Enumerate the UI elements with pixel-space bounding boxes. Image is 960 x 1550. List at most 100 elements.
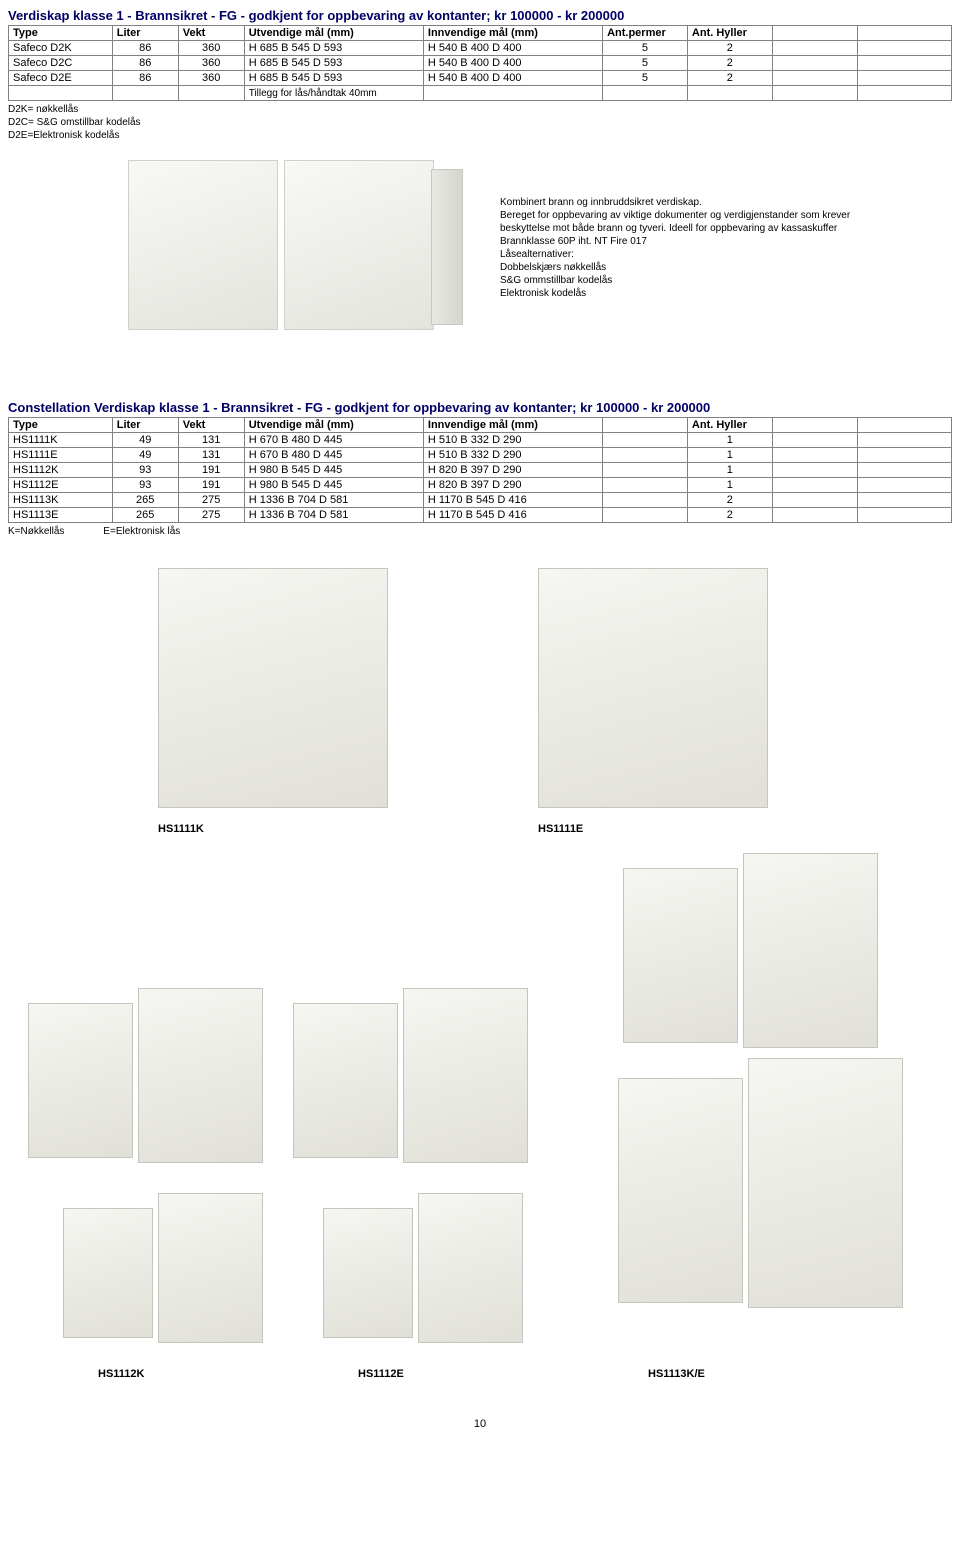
table-cell: 49: [112, 448, 178, 463]
table-cell: H 670 B 480 D 445: [244, 448, 423, 463]
safe-image: [293, 1003, 398, 1158]
table-cell: [423, 86, 602, 101]
table-cell: [857, 508, 951, 523]
table-cell: H 980 B 545 D 445: [244, 463, 423, 478]
table-row: Safeco D2K86360H 685 B 545 D 593H 540 B …: [9, 41, 952, 56]
table-cell: 1: [687, 448, 772, 463]
table-cell: 86: [112, 56, 178, 71]
table-cell: H 670 B 480 D 445: [244, 433, 423, 448]
col-hyller: Ant. Hyller: [687, 418, 772, 433]
table-cell: 2: [687, 56, 772, 71]
table-cell: H 685 B 545 D 593: [244, 41, 423, 56]
table-cell: 1: [687, 463, 772, 478]
table-row: HS1111K49131H 670 B 480 D 445H 510 B 332…: [9, 433, 952, 448]
table-cell: 275: [178, 493, 244, 508]
col-inn: Innvendige mål (mm): [423, 418, 602, 433]
table-cell: 360: [178, 41, 244, 56]
col-vekt: Vekt: [178, 418, 244, 433]
table-cell: [857, 41, 951, 56]
section1-desc: Kombinert brann og innbruddsikret verdis…: [500, 196, 850, 300]
col-inn: Innvendige mål (mm): [423, 26, 602, 41]
table-cell: 49: [112, 433, 178, 448]
table-cell: HS1112K: [9, 463, 113, 478]
table-cell: 93: [112, 463, 178, 478]
table-cell: [857, 463, 951, 478]
table-cell: H 1170 B 545 D 416: [423, 508, 602, 523]
table-cell: 1: [687, 478, 772, 493]
table-cell: [112, 86, 178, 101]
table-cell: [772, 478, 857, 493]
table-cell: [772, 71, 857, 86]
safe-image-hs1111k: [158, 568, 388, 808]
table-cell: 2: [687, 71, 772, 86]
table-cell: 131: [178, 433, 244, 448]
table-cell: HS1111K: [9, 433, 113, 448]
table-cell: 265: [112, 508, 178, 523]
safe-image: [63, 1208, 153, 1338]
safe-image: [418, 1193, 523, 1343]
table-cell: H 820 B 397 D 290: [423, 478, 602, 493]
col-utv: Utvendige mål (mm): [244, 26, 423, 41]
table-cell: HS1113E: [9, 508, 113, 523]
section1-title: Verdiskap klasse 1 - Brannsikret - FG - …: [8, 8, 952, 23]
table-cell: [603, 463, 688, 478]
section2: Constellation Verdiskap klasse 1 - Brann…: [8, 400, 952, 1408]
table-cell: 191: [178, 478, 244, 493]
col-hyller: Ant. Hyller: [687, 26, 772, 41]
table-cell: [857, 433, 951, 448]
table-cell: [772, 493, 857, 508]
desc-line: Dobbelskjærs nøkkellås: [500, 261, 850, 274]
table-cell: HS1112E: [9, 478, 113, 493]
table-cell: Tillegg for lås/håndtak 40mm: [244, 86, 423, 101]
table-cell: [603, 508, 688, 523]
desc-line: S&G ommstillbar kodelås: [500, 274, 850, 287]
table-cell: H 540 B 400 D 400: [423, 41, 602, 56]
safe-image-open: [284, 160, 434, 330]
table-cell: [772, 508, 857, 523]
table-cell: Safeco D2K: [9, 41, 113, 56]
label-hs1111e: HS1111E: [538, 823, 583, 835]
safe-image-closed: [128, 160, 278, 330]
label-hs1112e: HS1112E: [358, 1368, 404, 1380]
col-blank: [603, 418, 688, 433]
table-cell: H 685 B 545 D 593: [244, 56, 423, 71]
table-cell: [603, 478, 688, 493]
desc-line: Kombinert brann og innbruddsikret verdis…: [500, 196, 850, 209]
table-cell: [603, 433, 688, 448]
table-cell: [857, 448, 951, 463]
col-liter: Liter: [112, 418, 178, 433]
table-cell: H 510 B 332 D 290: [423, 448, 602, 463]
table-cell: [857, 86, 951, 101]
table-cell: [772, 86, 857, 101]
table-row: HS1112E93191H 980 B 545 D 445H 820 B 397…: [9, 478, 952, 493]
desc-line: Bereget for oppbevaring av viktige dokum…: [500, 209, 850, 222]
safe-image: [158, 1193, 263, 1343]
products-grid: HS1111K HS1111E HS1112K HS1112E HS1113K/…: [8, 568, 952, 1408]
table-cell: [857, 56, 951, 71]
table-cell: 5: [603, 56, 688, 71]
table-row: Safeco D2E86360H 685 B 545 D 593H 540 B …: [9, 71, 952, 86]
table-row: HS1113K265275H 1336 B 704 D 581H 1170 B …: [9, 493, 952, 508]
table-row: HS1111E49131H 670 B 480 D 445H 510 B 332…: [9, 448, 952, 463]
table-cell: [603, 86, 688, 101]
table-cell: HS1113K: [9, 493, 113, 508]
safe-image: [623, 868, 738, 1043]
section1-legend: D2K= nøkkellås D2C= S&G omstillbar kodel…: [8, 103, 952, 142]
table-cell: [603, 448, 688, 463]
col-blank2: [857, 418, 951, 433]
safe-image: [28, 1003, 133, 1158]
col-blank1: [772, 418, 857, 433]
table-cell: H 1336 B 704 D 581: [244, 508, 423, 523]
table-cell: 1: [687, 433, 772, 448]
table-cell: 86: [112, 41, 178, 56]
table-row: HS1113E265275H 1336 B 704 D 581H 1170 B …: [9, 508, 952, 523]
safe-image: [138, 988, 263, 1163]
col-blank2: [857, 26, 951, 41]
table-cell: [772, 433, 857, 448]
table-cell: 360: [178, 71, 244, 86]
table-cell: [9, 86, 113, 101]
table-cell: H 1336 B 704 D 581: [244, 493, 423, 508]
safe-image: [743, 853, 878, 1048]
desc-line: beskyttelse mot både brann og tyveri. Id…: [500, 222, 850, 235]
table-cell: Safeco D2C: [9, 56, 113, 71]
